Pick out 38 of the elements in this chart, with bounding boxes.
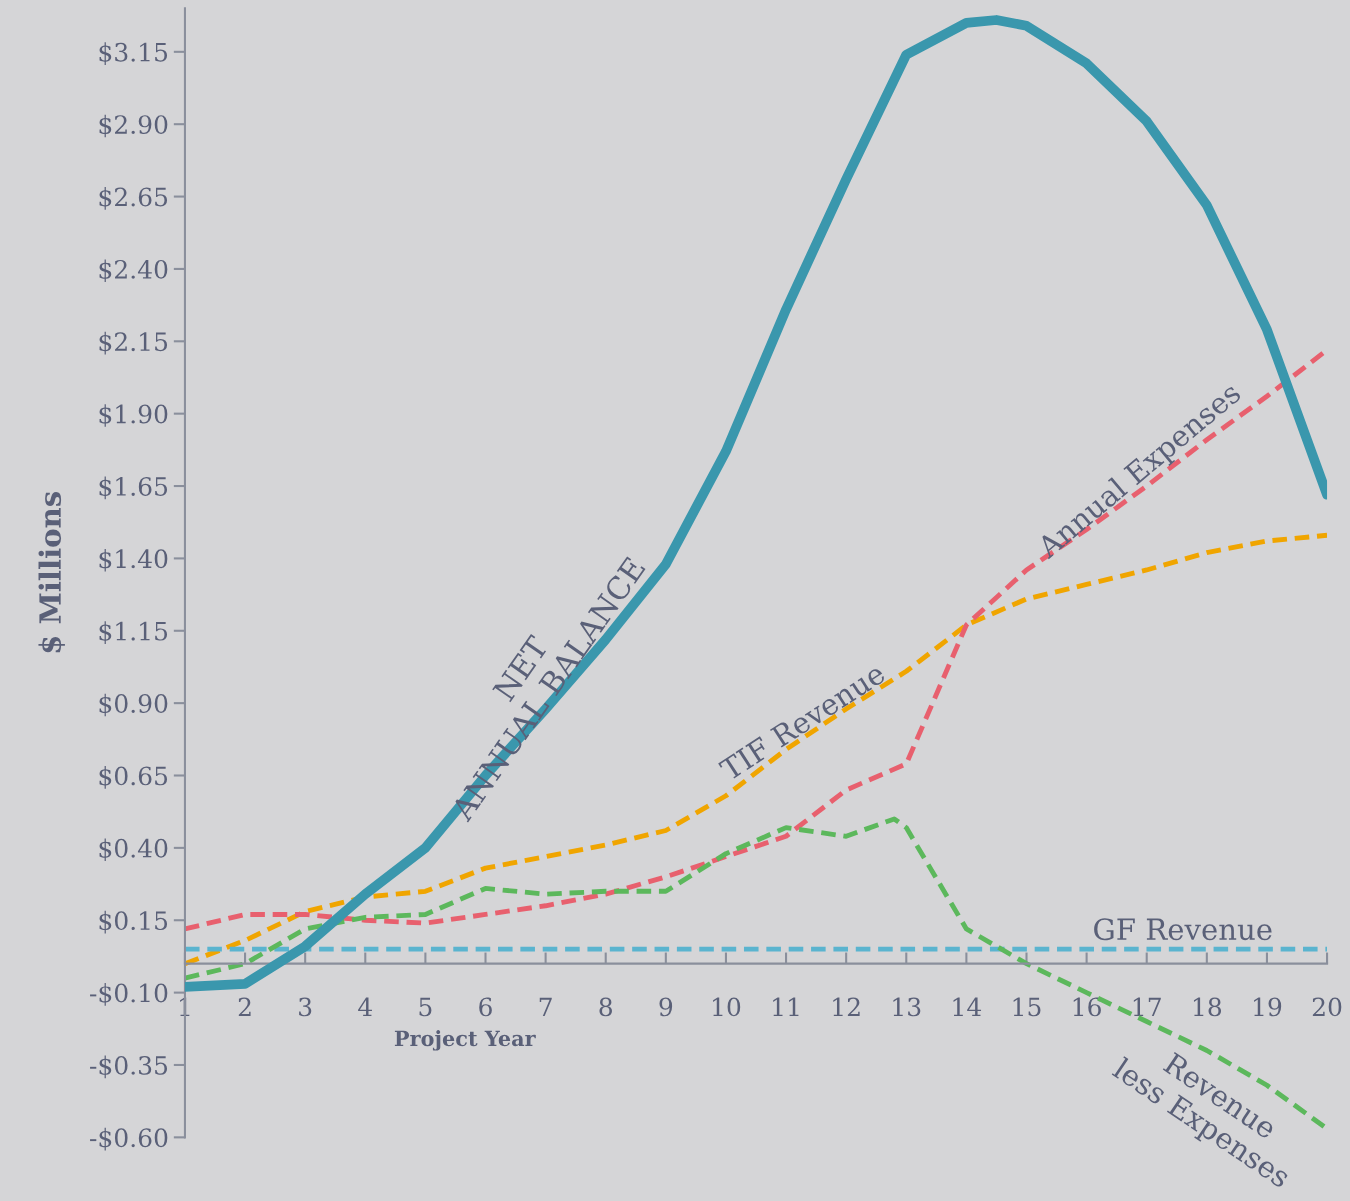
x-tick-label: 16: [1073, 997, 1101, 1017]
y-tick-label: $1.90: [99, 404, 168, 427]
y-tick-label: $0.90: [99, 693, 168, 717]
x-tick-label: 9: [659, 997, 673, 1017]
y-tick-label: $0.65: [99, 766, 168, 789]
x-tick-label: 11: [773, 997, 799, 1016]
x-tick-label: 3: [299, 997, 312, 1017]
x-tick-label: 4: [358, 997, 372, 1016]
x-tick-label: 2: [238, 997, 251, 1016]
y-tick-label: $1.40: [99, 548, 168, 572]
y-tick-label: $2.40: [99, 259, 168, 283]
x-tick-label: 15: [1013, 997, 1041, 1017]
x-tick-label: 5: [419, 997, 432, 1017]
x-tick-label: 12: [833, 997, 860, 1016]
x-tick-label: 20: [1312, 997, 1342, 1017]
x-axis-title: Project Year: [394, 1030, 536, 1051]
x-tick-label: 14: [953, 997, 982, 1016]
y-tick-label: $2.90: [99, 114, 168, 138]
y-axis-title: $ Millions: [38, 492, 65, 653]
y-tick-label: -$0.60: [90, 1127, 168, 1151]
y-tick-label: $0.40: [99, 838, 168, 862]
y-tick-label: $2.65: [99, 187, 168, 210]
x-tick-label: 10: [713, 997, 741, 1017]
series-label: GF Revenue: [1094, 918, 1272, 941]
y-tick-label: $1.65: [99, 476, 168, 500]
y-tick-label: -$0.10: [90, 983, 168, 1006]
x-tick-label: 18: [1193, 997, 1222, 1017]
x-tick-label: 13: [893, 997, 921, 1017]
x-tick-label: 6: [479, 997, 492, 1017]
x-tick-label: 19: [1254, 997, 1282, 1017]
y-tick-label: $2.15: [99, 331, 168, 355]
y-tick-label: $3.15: [99, 42, 168, 65]
x-tick-label: 17: [1133, 997, 1161, 1016]
y-tick-label: -$0.35: [90, 1055, 168, 1079]
x-tick-label: 7: [539, 997, 552, 1016]
x-tick-label: 8: [599, 997, 612, 1017]
y-tick-label: $1.15: [99, 621, 168, 644]
y-tick-label: $0.15: [99, 910, 168, 934]
